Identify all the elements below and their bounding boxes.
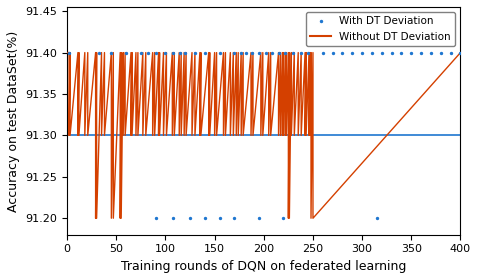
Point (122, 50, 130, 55)
Point (248, 50, 256, 55)
Point (216, 50, 223, 55)
Point (216, 216, 223, 220)
Point (144, 50, 152, 55)
Point (152, 216, 160, 220)
Point (95, 50, 102, 55)
Point (238, 50, 245, 55)
Point (319, 50, 326, 55)
Point (201, 50, 208, 55)
Point (447, 50, 455, 55)
Point (108, 50, 115, 55)
Legend: With DT Deviation, Without DT Deviation: With DT Deviation, Without DT Deviation (306, 12, 455, 46)
X-axis label: Training rounds of DQN on federated learning: Training rounds of DQN on federated lear… (121, 260, 406, 273)
Point (162, 50, 169, 55)
Point (282, 50, 289, 55)
Point (170, 50, 177, 55)
Point (186, 216, 194, 220)
Point (170, 216, 177, 220)
Y-axis label: Accuracy on test DataSet(%): Accuracy on test DataSet(%) (7, 30, 20, 211)
Point (181, 50, 189, 55)
Point (191, 50, 199, 55)
Point (280, 216, 287, 220)
Point (304, 50, 312, 55)
Point (373, 216, 380, 220)
Point (230, 50, 238, 55)
Point (275, 50, 282, 55)
Point (388, 50, 395, 55)
Point (338, 50, 346, 55)
Point (242, 50, 250, 55)
Point (201, 216, 208, 220)
Point (358, 50, 366, 55)
Point (152, 50, 160, 55)
Point (427, 50, 435, 55)
Point (268, 50, 275, 55)
Point (378, 50, 386, 55)
Point (437, 50, 445, 55)
Point (398, 50, 405, 55)
Point (230, 216, 238, 220)
Point (176, 50, 184, 55)
Point (297, 50, 305, 55)
Point (407, 50, 415, 55)
Point (262, 50, 270, 55)
Point (290, 50, 297, 55)
Point (368, 50, 376, 55)
Point (456, 50, 464, 55)
Point (255, 216, 263, 220)
Point (348, 50, 356, 55)
Point (329, 50, 337, 55)
Point (137, 50, 145, 55)
Point (255, 50, 263, 55)
Point (65, 50, 73, 55)
Point (417, 50, 425, 55)
